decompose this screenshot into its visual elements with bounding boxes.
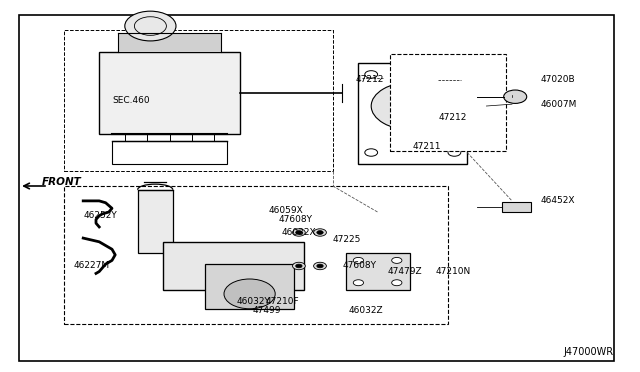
Circle shape xyxy=(296,264,302,268)
Text: 47608Y: 47608Y xyxy=(278,215,312,224)
Circle shape xyxy=(392,280,402,286)
Circle shape xyxy=(296,231,302,234)
Text: 47479Z: 47479Z xyxy=(387,267,422,276)
Text: 46227M: 46227M xyxy=(74,262,109,270)
Bar xyxy=(99,52,240,134)
Text: 46032Z: 46032Z xyxy=(349,306,383,315)
Circle shape xyxy=(125,11,176,41)
Text: 46059X: 46059X xyxy=(269,206,303,215)
Text: 47225: 47225 xyxy=(333,235,361,244)
Circle shape xyxy=(317,264,323,268)
Text: FRONT: FRONT xyxy=(42,177,81,187)
Bar xyxy=(112,141,227,164)
Circle shape xyxy=(365,149,378,156)
Text: 47499: 47499 xyxy=(253,306,282,315)
Text: SEC.460: SEC.460 xyxy=(112,96,150,105)
Circle shape xyxy=(448,149,461,156)
Bar xyxy=(64,30,333,171)
Text: J47000WR: J47000WR xyxy=(563,347,613,357)
Text: 47020B: 47020B xyxy=(541,76,575,84)
Text: 47210N: 47210N xyxy=(435,267,470,276)
Bar xyxy=(358,63,467,164)
Circle shape xyxy=(353,280,364,286)
Text: 46032Y: 46032Y xyxy=(237,297,271,306)
Bar xyxy=(390,54,506,151)
Text: 47212: 47212 xyxy=(438,113,467,122)
Bar xyxy=(205,264,294,309)
Circle shape xyxy=(224,279,275,309)
Text: 46252Y: 46252Y xyxy=(83,211,117,220)
Text: 46452X: 46452X xyxy=(541,196,575,205)
Bar xyxy=(64,186,448,324)
Circle shape xyxy=(504,90,527,103)
Circle shape xyxy=(292,229,305,236)
Text: 46007M: 46007M xyxy=(541,100,577,109)
Circle shape xyxy=(317,231,323,234)
Circle shape xyxy=(392,257,402,263)
Circle shape xyxy=(371,82,454,130)
Circle shape xyxy=(314,262,326,270)
Circle shape xyxy=(292,262,305,270)
Text: 47210F: 47210F xyxy=(266,297,300,306)
Circle shape xyxy=(365,71,378,78)
Bar xyxy=(138,190,173,253)
Text: 47211: 47211 xyxy=(413,142,442,151)
Text: 47608Y: 47608Y xyxy=(342,262,376,270)
Bar xyxy=(163,242,304,290)
Text: 47212: 47212 xyxy=(355,76,383,84)
Text: 46032X: 46032X xyxy=(282,228,316,237)
Bar xyxy=(502,202,531,212)
Bar xyxy=(346,253,410,290)
Circle shape xyxy=(448,71,461,78)
Circle shape xyxy=(314,229,326,236)
Circle shape xyxy=(353,257,364,263)
